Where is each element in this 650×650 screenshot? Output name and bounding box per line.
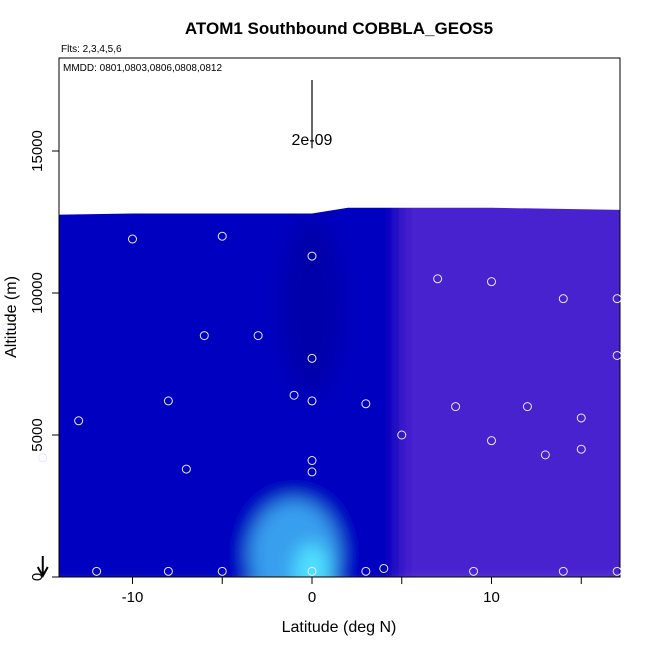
sample-point <box>163 566 173 576</box>
sample-point <box>540 450 550 460</box>
y-tick-label: 10000 <box>29 272 46 314</box>
sample-point <box>253 331 263 341</box>
sample-point <box>217 566 227 576</box>
sample-point <box>217 231 227 241</box>
field-plume-outer <box>249 499 340 577</box>
sample-point <box>576 413 586 423</box>
sample-point <box>433 274 443 284</box>
flights-note: Flts: 2,3,4,5,6 <box>61 44 122 55</box>
field-band-subtropics <box>401 193 620 577</box>
sample-point <box>307 396 317 406</box>
sample-point <box>307 467 317 477</box>
sample-point <box>307 566 317 576</box>
sample-point <box>361 399 371 409</box>
surface-arrow <box>36 556 49 579</box>
sample-point <box>181 464 191 474</box>
y-axis: 0 5000 10000 15000 <box>29 130 59 581</box>
sample-point <box>74 416 84 426</box>
sample-point <box>199 331 209 341</box>
chart-title: ATOM1 Southbound COBBLA_GEOS5 <box>185 19 493 38</box>
heatmap-field <box>59 193 620 577</box>
sample-point <box>307 353 317 363</box>
y-axis-title: Altitude (m) <box>3 276 20 358</box>
x-axis: -70-55-40-25-1001020304050607080 <box>122 577 582 606</box>
x-tick-label: 10 <box>483 589 500 606</box>
sample-point <box>307 456 317 466</box>
x-tick-label: 0 <box>308 589 316 606</box>
sample-point <box>522 402 532 412</box>
sample-point <box>469 566 479 576</box>
sample-point <box>397 430 407 440</box>
field-band-tropics <box>59 193 402 577</box>
sample-point <box>2 322 12 332</box>
sample-point <box>612 566 622 576</box>
scale-bar-label: 2e-09 <box>292 132 333 149</box>
y-tick-label: 0 <box>29 573 46 581</box>
x-tick-label: -10 <box>122 589 144 606</box>
scale-bar: 2e-09 <box>292 80 333 149</box>
x-axis-title: Latitude (deg N) <box>282 619 397 636</box>
sample-point <box>558 294 568 304</box>
y-tick-label: 5000 <box>29 418 46 451</box>
sample-point <box>38 453 48 463</box>
sample-point <box>128 234 137 244</box>
plot-frame <box>58 57 621 578</box>
sample-point <box>612 294 622 304</box>
sample-point <box>451 402 461 412</box>
surface-arrows <box>36 556 49 579</box>
sample-point <box>379 563 389 573</box>
dates-note: MMDD: 0801,0803,0806,0808,0812 <box>63 63 222 74</box>
field-dark-column <box>282 217 342 398</box>
sample-point <box>558 566 568 576</box>
sample-point <box>487 277 496 287</box>
sample-point <box>307 251 317 261</box>
sample-point <box>92 566 102 576</box>
y-tick-label: 15000 <box>29 130 46 172</box>
sample-points <box>2 231 622 576</box>
sample-point <box>487 436 496 446</box>
field-plume-core <box>294 543 330 577</box>
sample-point <box>612 350 622 360</box>
sample-point <box>361 566 371 576</box>
sample-point <box>289 390 299 400</box>
sample-point <box>163 396 173 406</box>
sample-point <box>576 444 586 454</box>
